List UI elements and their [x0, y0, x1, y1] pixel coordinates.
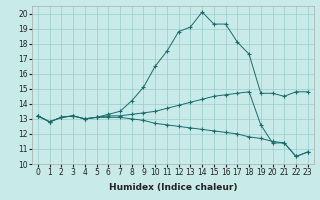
X-axis label: Humidex (Indice chaleur): Humidex (Indice chaleur) [108, 183, 237, 192]
